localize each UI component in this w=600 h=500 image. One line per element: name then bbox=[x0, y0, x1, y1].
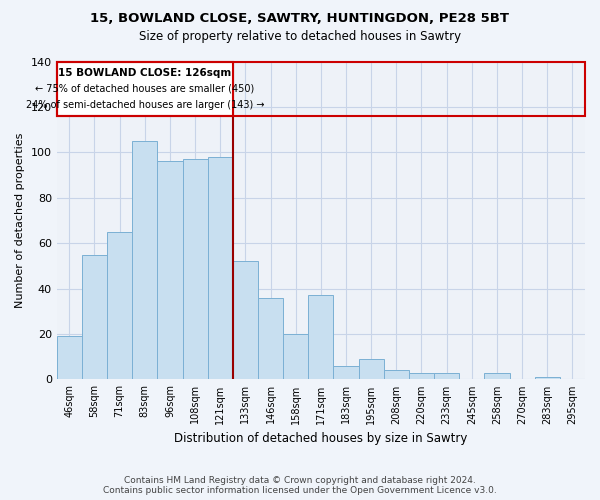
Bar bbox=[82, 254, 107, 380]
Bar bbox=[208, 157, 233, 380]
Text: Contains HM Land Registry data © Crown copyright and database right 2024.: Contains HM Land Registry data © Crown c… bbox=[124, 476, 476, 485]
FancyBboxPatch shape bbox=[57, 62, 233, 116]
Y-axis label: Number of detached properties: Number of detached properties bbox=[15, 133, 25, 308]
Bar bbox=[359, 359, 384, 380]
Bar bbox=[258, 298, 283, 380]
Text: 24% of semi-detached houses are larger (143) →: 24% of semi-detached houses are larger (… bbox=[26, 100, 264, 110]
Bar bbox=[334, 366, 359, 380]
Bar bbox=[434, 372, 459, 380]
Text: 15 BOWLAND CLOSE: 126sqm: 15 BOWLAND CLOSE: 126sqm bbox=[58, 68, 232, 78]
Text: Size of property relative to detached houses in Sawtry: Size of property relative to detached ho… bbox=[139, 30, 461, 43]
Text: ← 75% of detached houses are smaller (450): ← 75% of detached houses are smaller (45… bbox=[35, 84, 254, 94]
Bar bbox=[233, 262, 258, 380]
Bar bbox=[308, 296, 334, 380]
Bar bbox=[283, 334, 308, 380]
Bar bbox=[409, 372, 434, 380]
Bar bbox=[384, 370, 409, 380]
Bar bbox=[57, 336, 82, 380]
Text: Contains public sector information licensed under the Open Government Licence v3: Contains public sector information licen… bbox=[103, 486, 497, 495]
X-axis label: Distribution of detached houses by size in Sawtry: Distribution of detached houses by size … bbox=[174, 432, 467, 445]
Bar bbox=[157, 162, 182, 380]
Bar bbox=[484, 372, 509, 380]
Bar bbox=[132, 141, 157, 380]
Bar bbox=[182, 159, 208, 380]
Bar bbox=[535, 377, 560, 380]
Bar bbox=[107, 232, 132, 380]
Text: 15, BOWLAND CLOSE, SAWTRY, HUNTINGDON, PE28 5BT: 15, BOWLAND CLOSE, SAWTRY, HUNTINGDON, P… bbox=[91, 12, 509, 26]
